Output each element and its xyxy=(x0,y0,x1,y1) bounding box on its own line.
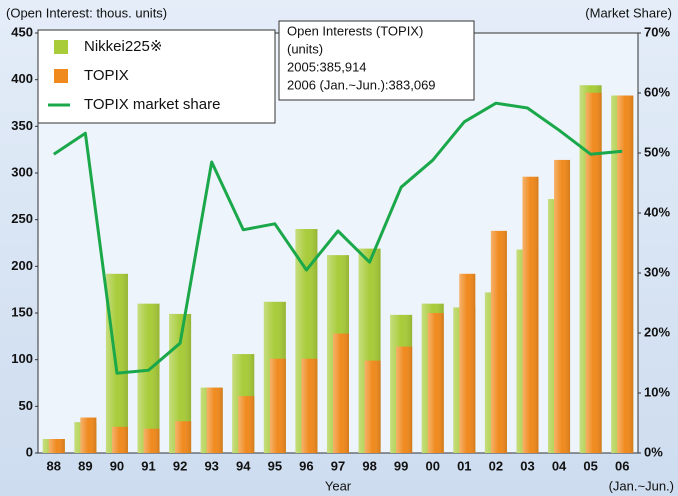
y-tick-label: 350 xyxy=(11,118,33,133)
y2-axis-label: (Market Share) xyxy=(585,5,672,20)
annotation: Open Interests (TOPIX) xyxy=(287,23,423,38)
y2-tick-label: 0% xyxy=(644,444,663,459)
bar-shine xyxy=(143,428,160,453)
x-tick-label: 98 xyxy=(362,458,376,473)
x-tick-label: 05 xyxy=(583,458,597,473)
y2-tick-label: 10% xyxy=(644,384,670,399)
y2-tick-label: 60% xyxy=(644,84,670,99)
x-tick-label: 95 xyxy=(268,458,282,473)
y-tick-label: 450 xyxy=(11,24,33,39)
x-tick-label: 97 xyxy=(331,458,345,473)
x-tick-label: 02 xyxy=(489,458,503,473)
annotation-box xyxy=(278,20,475,101)
x-tick-label: 03 xyxy=(520,458,534,473)
legend-box xyxy=(37,29,276,124)
x-tick-label: 04 xyxy=(552,458,567,473)
y-axis-label: (Open Interest: thous. units) xyxy=(6,5,167,20)
bar-shine xyxy=(554,159,571,453)
bar-shine xyxy=(269,358,286,453)
bar-shine xyxy=(206,387,223,453)
annotation: (units) xyxy=(287,41,323,56)
x-tick-label: 91 xyxy=(141,458,155,473)
bar-shine xyxy=(522,176,539,453)
y-tick-label: 100 xyxy=(11,351,33,366)
y-tick-label: 150 xyxy=(11,304,33,319)
bar-shine xyxy=(396,346,413,453)
bar-shine xyxy=(301,358,318,453)
annotation: 2005:385,914 xyxy=(287,59,367,74)
x-tick-label: 96 xyxy=(299,458,313,473)
x-tick-label: 01 xyxy=(457,458,471,473)
x-tick-label: 89 xyxy=(78,458,92,473)
y2-tick-label: 40% xyxy=(644,204,670,219)
legend-swatch xyxy=(54,40,68,54)
x-tick-label: 00 xyxy=(426,458,440,473)
x-tick-label: 06 xyxy=(615,458,629,473)
bar-shine xyxy=(364,360,381,453)
x-tick-label: 90 xyxy=(110,458,124,473)
y2-tick-label: 50% xyxy=(644,144,670,159)
legend-label: TOPIX xyxy=(84,67,129,84)
bar-shine xyxy=(48,439,65,453)
y-tick-label: 200 xyxy=(11,258,33,273)
bar-shine xyxy=(333,333,349,453)
bar-shine xyxy=(617,95,634,454)
x-tick-label: 99 xyxy=(394,458,408,473)
y2-tick-label: 70% xyxy=(644,24,670,39)
y-tick-label: 0 xyxy=(26,444,33,459)
bar-shine xyxy=(585,92,602,453)
legend-label: TOPIX market share xyxy=(84,96,220,113)
x-axis-label: Year xyxy=(325,478,352,493)
y-tick-label: 50 xyxy=(19,398,33,413)
y2-tick-label: 30% xyxy=(644,264,670,279)
bar-shine xyxy=(459,273,476,453)
annotation: 2006 (Jan.~Jun.):383,069 xyxy=(287,77,436,92)
x-tick-label: 88 xyxy=(47,458,61,473)
y-tick-label: 400 xyxy=(11,71,33,86)
y-tick-label: 300 xyxy=(11,164,33,179)
x-tick-label: 94 xyxy=(236,458,251,473)
x-tick-label: 93 xyxy=(204,458,218,473)
line xyxy=(52,101,623,375)
legend-label: Nikkei225※ xyxy=(84,38,162,55)
bar-shine xyxy=(427,313,444,453)
bar-shine xyxy=(490,230,507,453)
legend-swatch xyxy=(54,69,68,83)
bar-shine xyxy=(137,303,160,453)
y2-tick-label: 20% xyxy=(644,324,670,339)
bar-shine xyxy=(175,421,192,453)
bar-shine xyxy=(111,426,128,453)
x-note: (Jan.~Jun.) xyxy=(609,478,674,493)
x-tick-label: 92 xyxy=(173,458,187,473)
bar-shine xyxy=(80,417,97,453)
bar-shine xyxy=(238,396,255,453)
y-tick-label: 250 xyxy=(11,211,33,226)
